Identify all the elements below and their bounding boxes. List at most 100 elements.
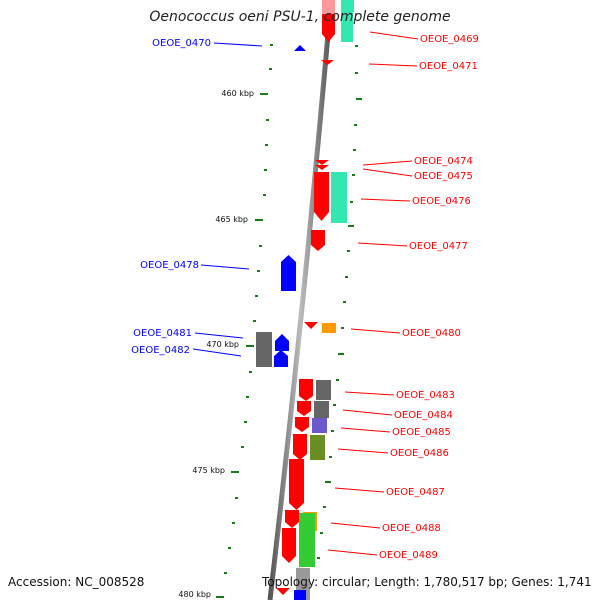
gene-feature[interactable]	[282, 528, 296, 563]
scale-tick	[264, 169, 267, 171]
scale-label: 475 kbp	[192, 466, 225, 475]
leader-line	[330, 522, 381, 529]
gene-feature[interactable]	[256, 332, 272, 367]
gene-feature[interactable]	[293, 434, 307, 460]
gene-label[interactable]: OEOE_0477	[409, 241, 468, 252]
gene-feature[interactable]	[315, 165, 329, 170]
reverse-leader-lines	[192, 42, 263, 357]
leader-line	[360, 198, 411, 202]
scale-tick	[260, 93, 268, 95]
forward-strand-genes	[276, 0, 354, 600]
scale-tick	[232, 522, 235, 524]
gene-feature[interactable]	[295, 417, 309, 432]
leader-line	[192, 348, 242, 357]
gene-feature[interactable]	[331, 172, 347, 223]
scale-tick	[249, 371, 252, 373]
gene-feature[interactable]	[321, 60, 334, 65]
scale-tick	[257, 270, 260, 272]
gene-feature[interactable]	[310, 435, 325, 460]
leader-line	[337, 448, 389, 454]
scale-tick	[224, 572, 227, 574]
outer-tick	[348, 225, 354, 227]
gene-feature[interactable]	[281, 255, 296, 291]
gene-feature[interactable]	[304, 322, 318, 329]
gene-label[interactable]: OEOE_0487	[386, 487, 445, 498]
gene-label[interactable]: OEOE_0482	[131, 345, 190, 356]
scale-label: 460 kbp	[221, 89, 254, 98]
gene-feature[interactable]	[289, 459, 304, 510]
leader-line	[340, 427, 391, 433]
scale-tick	[255, 219, 263, 221]
outer-tick	[331, 430, 334, 432]
outer-tick	[347, 250, 350, 252]
scale-tick	[255, 295, 258, 297]
reverse-gene-labels: OEOE_0470 OEOE_0478 OEOE_0481 OEOE_0482	[131, 38, 211, 356]
gene-label[interactable]: OEOE_0488	[382, 523, 441, 534]
genome-backbone	[267, 0, 334, 601]
gene-label[interactable]: OEOE_0478	[140, 260, 199, 271]
gene-feature[interactable]	[274, 350, 288, 367]
leader-line	[368, 63, 418, 67]
leader-line	[327, 549, 378, 556]
gene-feature[interactable]	[285, 510, 299, 528]
leader-line	[213, 42, 263, 47]
gene-label[interactable]: OEOE_0470	[152, 38, 211, 49]
gene-feature[interactable]	[322, 0, 335, 14]
gene-feature[interactable]	[314, 172, 329, 221]
gene-feature[interactable]	[312, 418, 327, 433]
gene-feature[interactable]	[316, 380, 331, 400]
outer-tick	[343, 301, 346, 303]
gene-label[interactable]: OEOE_0475	[414, 171, 473, 182]
gene-label[interactable]: OEOE_0489	[379, 550, 438, 561]
outer-tick	[356, 98, 362, 100]
outer-tick	[355, 72, 358, 74]
gene-label[interactable]: OEOE_0469	[420, 34, 479, 45]
scale-tick	[266, 119, 269, 121]
scale-tick	[228, 547, 231, 549]
outer-tick	[353, 149, 356, 151]
gene-feature[interactable]	[341, 0, 354, 12]
outer-tick	[355, 45, 358, 47]
scale-tick	[269, 68, 272, 70]
outer-tick	[354, 124, 357, 126]
gene-label[interactable]: OEOE_0480	[402, 328, 461, 339]
gene-feature[interactable]	[322, 14, 335, 42]
gene-feature[interactable]	[294, 590, 306, 600]
forward-leader-lines	[327, 31, 419, 556]
gene-feature[interactable]	[341, 12, 353, 42]
gene-feature[interactable]	[294, 45, 306, 51]
gene-label[interactable]: OEOE_0471	[419, 61, 478, 72]
scale-label: 470 kbp	[206, 340, 239, 349]
scale-tick	[231, 471, 239, 473]
scale-ticks	[216, 44, 273, 598]
gene-feature[interactable]	[299, 513, 315, 567]
gene-feature[interactable]	[297, 401, 311, 416]
gene-feature[interactable]	[311, 230, 325, 251]
gene-label[interactable]: OEOE_0485	[392, 427, 451, 438]
gene-label[interactable]: OEOE_0486	[390, 448, 449, 459]
outer-tick	[338, 353, 344, 355]
gene-label[interactable]: OEOE_0483	[396, 390, 455, 401]
gene-feature[interactable]	[275, 334, 289, 351]
leader-line	[357, 242, 408, 247]
gene-label[interactable]: OEOE_0476	[412, 196, 471, 207]
scale-labels: 460 kbp 465 kbp 470 kbp 475 kbp 480 kbp	[178, 89, 254, 599]
gene-feature[interactable]	[322, 323, 336, 333]
gene-feature[interactable]	[315, 160, 329, 165]
gene-label[interactable]: OEOE_0481	[133, 328, 192, 339]
gene-feature[interactable]	[314, 401, 329, 418]
leader-line	[344, 391, 395, 396]
gene-feature[interactable]	[276, 588, 290, 595]
reverse-strand-genes	[256, 45, 306, 367]
leader-line	[369, 31, 419, 40]
outer-tick	[345, 276, 348, 278]
leader-line	[362, 168, 413, 177]
gene-label[interactable]: OEOE_0484	[394, 410, 453, 421]
outer-tick	[323, 506, 326, 508]
gene-feature[interactable]	[299, 379, 313, 401]
scale-tick	[246, 396, 249, 398]
scale-tick	[263, 194, 266, 196]
gene-label[interactable]: OEOE_0474	[414, 156, 473, 167]
